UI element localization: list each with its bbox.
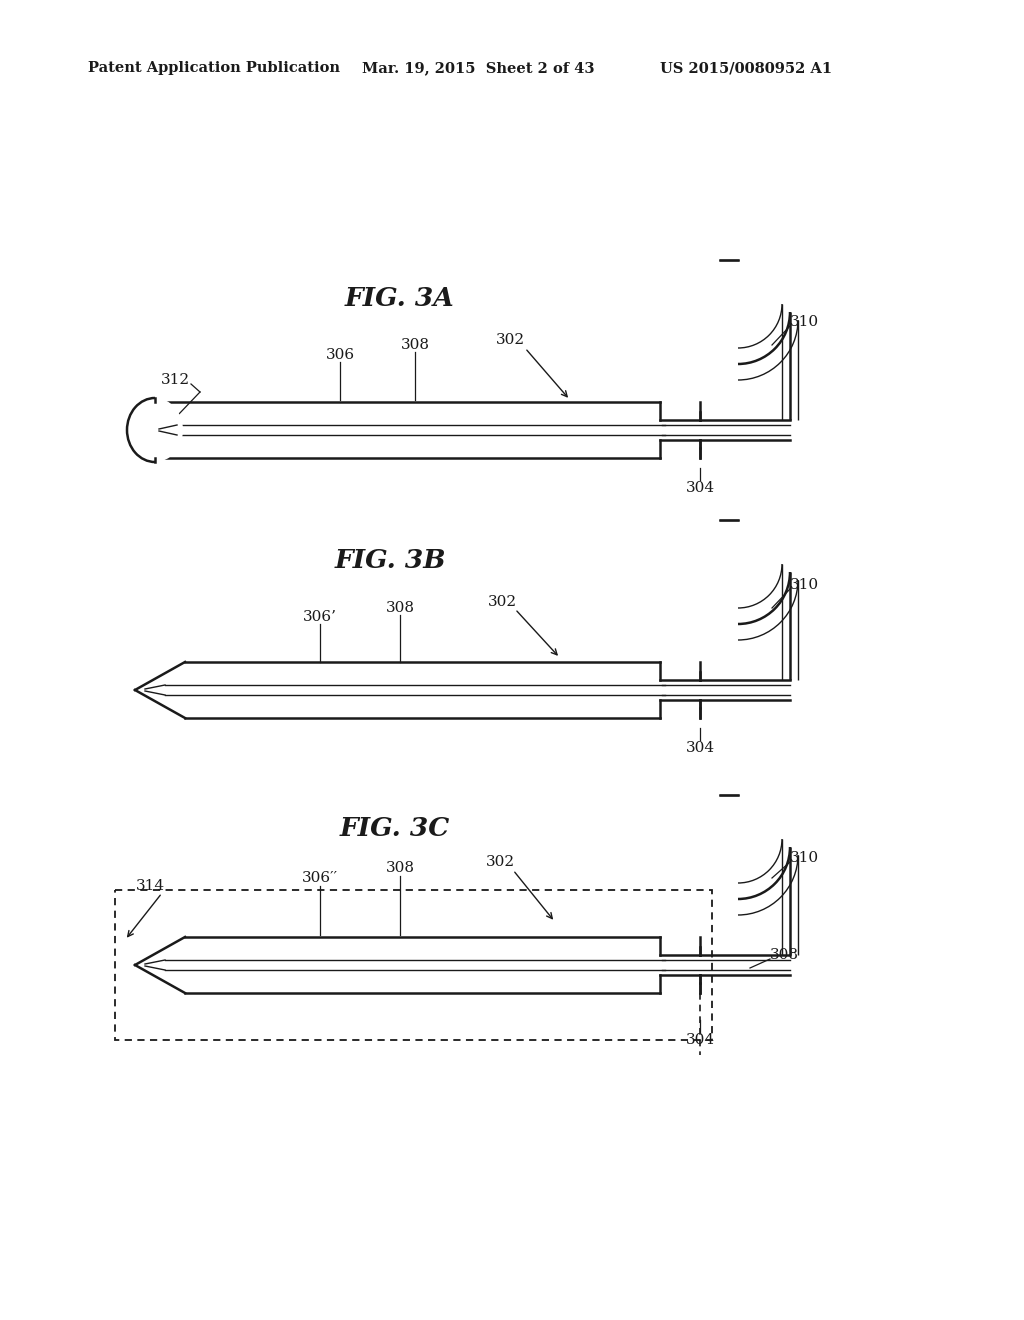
Text: FIG. 3A: FIG. 3A [345,285,455,310]
Text: 314: 314 [135,879,165,894]
Text: 306′′: 306′′ [302,871,338,884]
Text: Mar. 19, 2015  Sheet 2 of 43: Mar. 19, 2015 Sheet 2 of 43 [362,61,595,75]
Text: 304: 304 [685,480,715,495]
Text: 302: 302 [487,595,516,609]
Text: 308: 308 [400,338,429,352]
Text: 302: 302 [485,855,515,869]
Text: 304: 304 [685,741,715,755]
Text: 308: 308 [770,948,799,962]
Text: 306’: 306’ [303,610,337,624]
Text: 308: 308 [385,861,415,875]
Bar [115,890,712,1040]
Text: 310: 310 [790,578,819,591]
Text: Patent Application Publication: Patent Application Publication [88,61,340,75]
Text: FIG. 3C: FIG. 3C [340,816,451,841]
Text: 310: 310 [790,851,819,865]
Text: 312: 312 [161,374,189,387]
Text: 302: 302 [496,333,524,347]
Text: 304: 304 [685,1034,715,1047]
Text: 310: 310 [790,315,819,329]
Text: 308: 308 [385,601,415,615]
Text: US 2015/0080952 A1: US 2015/0080952 A1 [660,61,833,75]
Text: FIG. 3B: FIG. 3B [334,548,445,573]
Ellipse shape [127,399,183,462]
Text: 306: 306 [326,348,354,362]
